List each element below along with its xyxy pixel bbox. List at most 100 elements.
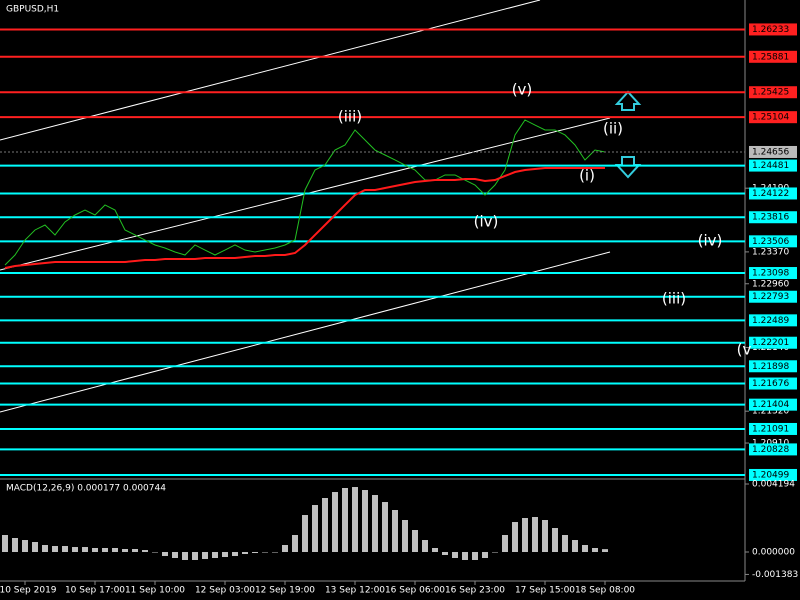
level-label: 1.21898 — [752, 362, 789, 372]
histogram-bar — [62, 546, 68, 553]
histogram-bar — [212, 552, 218, 559]
level-label: 1.21091 — [752, 424, 789, 434]
histogram-bar — [602, 549, 608, 553]
histogram-bar — [92, 547, 98, 553]
level-label: 1.25425 — [752, 88, 789, 98]
wave-label: (iv) — [698, 232, 723, 250]
histogram-bar — [392, 510, 398, 553]
histogram-bar — [502, 534, 508, 553]
histogram-bar — [532, 517, 538, 553]
histogram-bar — [242, 552, 248, 554]
histogram-bar — [562, 534, 568, 553]
histogram-bar — [262, 552, 268, 553]
histogram-bar — [352, 487, 358, 553]
level-box — [749, 360, 797, 373]
histogram-bar — [432, 547, 438, 553]
level-box — [749, 211, 797, 224]
price-line — [4, 166, 605, 269]
wave-label: (iv) — [474, 213, 499, 231]
histogram-bar — [302, 515, 308, 553]
histogram-bar — [272, 552, 278, 553]
wave-label: (iii) — [338, 108, 362, 126]
level-label: 1.21404 — [752, 400, 789, 410]
histogram-bar — [382, 502, 388, 553]
level-label: 1.23098 — [752, 269, 789, 279]
histogram-bar — [322, 498, 328, 553]
level-label: 1.23506 — [752, 237, 789, 247]
wave-label: (ii) — [603, 120, 623, 138]
histogram-bar — [512, 522, 518, 553]
chart-title: GBPUSD,H1 — [6, 5, 59, 15]
histogram-bar — [102, 547, 108, 553]
level-box — [749, 23, 797, 36]
histogram-bar — [152, 552, 158, 553]
histogram-bar — [222, 552, 228, 557]
histogram-bar — [592, 547, 598, 553]
arrow-up — [614, 90, 642, 111]
level-label: 1.25104 — [752, 113, 789, 123]
level-box — [749, 398, 797, 411]
level-label: 1.24481 — [752, 161, 789, 171]
histogram-bar — [442, 552, 448, 556]
histogram-bar — [282, 545, 288, 553]
histogram-bar — [522, 518, 528, 553]
histogram-bar — [572, 540, 578, 553]
histogram-bar — [372, 495, 378, 553]
histogram-bar — [232, 552, 238, 557]
y-tick-label: -0.001383 — [752, 570, 798, 580]
histogram-bar — [312, 505, 318, 553]
histogram-bar — [492, 552, 498, 553]
current-price-label: 1.24656 — [752, 147, 789, 157]
histogram-bar — [422, 540, 428, 553]
wave-label: (iii) — [662, 290, 686, 308]
histogram-bar — [412, 530, 418, 553]
histogram-bar — [32, 542, 38, 553]
level-label: 1.22489 — [752, 316, 789, 326]
x-tick-label: 10 Sep 2019 — [0, 586, 57, 596]
y-tick-label: 0.000000 — [752, 548, 795, 558]
level-box — [749, 377, 797, 390]
wave-label: (i) — [579, 167, 595, 185]
histogram-bar — [72, 547, 78, 553]
histogram-bar — [582, 545, 588, 553]
level-label: 1.23816 — [752, 213, 789, 223]
level-box — [749, 422, 797, 435]
level-label: 1.22793 — [752, 292, 789, 302]
histogram-bar — [402, 520, 408, 553]
level-box — [749, 267, 797, 280]
histogram-bar — [162, 552, 168, 557]
y-tick-label: 0.004194 — [752, 480, 795, 490]
histogram-bar — [462, 552, 468, 560]
price-line — [4, 119, 606, 266]
histogram-bar — [82, 547, 88, 553]
level-label: 1.26233 — [752, 25, 789, 35]
histogram-bar — [342, 488, 348, 553]
y-tick-label: 1.21320 — [752, 407, 789, 417]
level-label: 1.25881 — [752, 52, 789, 62]
x-tick-label: 16 Sep 23:00 — [445, 586, 505, 596]
level-box — [749, 443, 797, 456]
y-tick-label: 1.23370 — [752, 247, 789, 257]
x-tick-label: 12 Sep 19:00 — [255, 586, 315, 596]
histogram-bar — [292, 534, 298, 553]
histogram-bar — [482, 552, 488, 559]
level-box — [749, 86, 797, 99]
level-box — [749, 159, 797, 172]
histogram-bar — [192, 552, 198, 560]
level-box — [749, 111, 797, 124]
histogram-bar — [12, 537, 18, 553]
histogram-bar — [552, 528, 558, 553]
histogram-bar — [42, 545, 48, 553]
level-label: 1.20499 — [752, 470, 789, 480]
histogram-bar — [52, 546, 58, 553]
histogram-bar — [252, 552, 258, 554]
histogram-bar — [22, 540, 28, 553]
histogram-bar — [112, 547, 118, 553]
wave-label: (v — [737, 341, 752, 359]
trend-line — [0, 251, 611, 413]
x-tick-label: 10 Sep 17:00 — [65, 586, 125, 596]
histogram-bar — [172, 552, 178, 559]
